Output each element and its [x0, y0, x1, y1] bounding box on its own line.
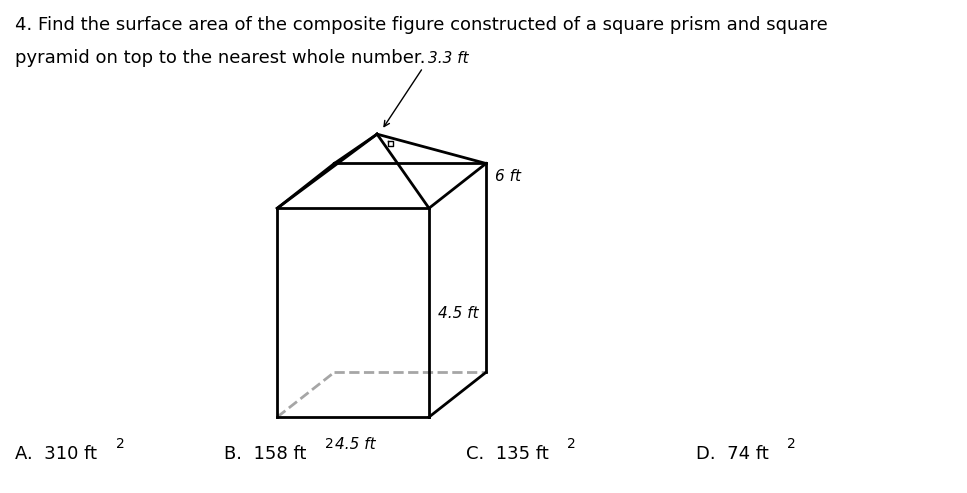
Text: pyramid on top to the nearest whole number.: pyramid on top to the nearest whole numb…: [15, 49, 425, 67]
Text: D.  74 ft: D. 74 ft: [695, 445, 769, 463]
Text: B.  158 ft: B. 158 ft: [224, 445, 307, 463]
Text: 2: 2: [787, 437, 796, 451]
Text: 2: 2: [567, 437, 575, 451]
Text: 4.5 ft: 4.5 ft: [438, 306, 479, 320]
Text: 2: 2: [325, 437, 334, 451]
Text: A.  310 ft: A. 310 ft: [15, 445, 97, 463]
Text: 4. Find the surface area of the composite figure constructed of a square prism a: 4. Find the surface area of the composit…: [15, 16, 828, 35]
Text: 6 ft: 6 ft: [495, 169, 521, 184]
Text: C.  135 ft: C. 135 ft: [466, 445, 548, 463]
Text: 4.5 ft: 4.5 ft: [335, 437, 375, 452]
Text: 2: 2: [116, 437, 125, 451]
Text: 3.3 ft: 3.3 ft: [427, 51, 468, 66]
